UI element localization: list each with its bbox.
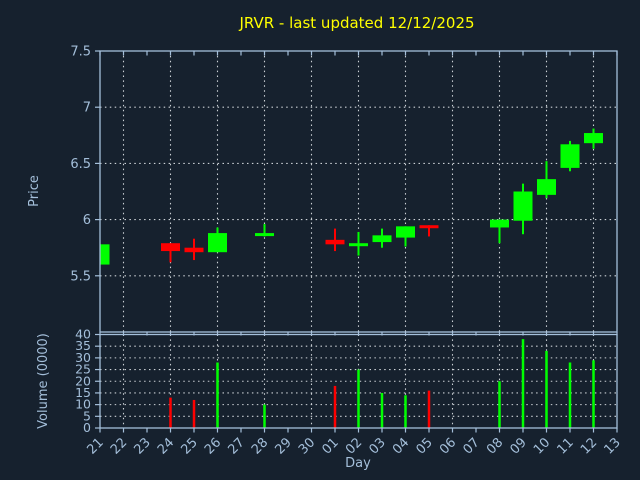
candle-body: [325, 239, 345, 245]
x-tick-label: 03: [367, 435, 389, 457]
volume-tick-label: 35: [75, 338, 91, 353]
volume-tick-label: 0: [83, 420, 91, 435]
x-tick-label: 06: [437, 435, 459, 457]
candle-body: [161, 243, 180, 252]
x-tick-label: 26: [202, 435, 224, 457]
candlestick-day-09: [513, 183, 533, 235]
candlestick-day-10: [537, 161, 556, 199]
candlestick-day-01: [325, 228, 345, 252]
x-tick-label: 22: [108, 435, 130, 457]
volume-tick-label: 10: [75, 397, 91, 412]
price-tick-label: 5.5: [70, 269, 91, 284]
volume-tick-label: 20: [75, 373, 91, 388]
x-tick-label: 02: [343, 435, 365, 457]
candlestick-day-25: [184, 238, 204, 261]
candle-body: [490, 219, 509, 228]
price-tick-label: 6.5: [70, 157, 91, 172]
x-tick-label: 12: [578, 435, 600, 457]
price-axis-label: Price: [27, 175, 42, 207]
x-tick-label: 25: [179, 435, 201, 457]
candlestick-day-24: [161, 243, 180, 263]
candle-body: [396, 226, 415, 238]
candle-body: [537, 179, 556, 195]
volume-tick-label: 15: [75, 385, 91, 400]
candle-body: [560, 144, 580, 168]
x-tick-label: 10: [531, 435, 553, 457]
volume-tick-label: 30: [75, 350, 91, 365]
x-tick-label: 01: [320, 435, 342, 457]
x-tick-label: 28: [249, 435, 271, 457]
x-tick-label: 08: [484, 435, 506, 457]
gridlines: [100, 51, 617, 428]
x-tick-label: 29: [273, 435, 295, 457]
candle-body: [372, 235, 392, 243]
x-tick-label: 05: [414, 435, 436, 457]
candle-body: [100, 244, 110, 265]
x-tick-label: 21: [85, 435, 107, 457]
x-tick-label: 04: [390, 435, 412, 457]
candle-body: [419, 225, 439, 229]
candle-body: [184, 247, 204, 253]
axis-ticks: [95, 50, 618, 433]
price-tick-label: 7.5: [70, 45, 91, 60]
candle-body: [513, 191, 533, 221]
candle-body: [208, 233, 227, 253]
candle-body: [255, 233, 274, 237]
volume-series: [169, 339, 595, 428]
candlestick-day-26: [208, 227, 227, 253]
candlestick-day-21: [100, 244, 110, 265]
volume-tick-label: 5: [83, 408, 91, 423]
chart-title: JRVR - last updated 12/12/2025: [238, 14, 474, 32]
x-tick-label: 24: [155, 435, 177, 457]
x-tick-label: 07: [461, 435, 483, 457]
x-axis-label: Day: [345, 456, 371, 471]
candlestick-day-08: [490, 219, 509, 244]
price-tick-label: 6: [83, 213, 91, 228]
volume-tick-label: 40: [75, 327, 91, 342]
candlestick-day-02: [349, 231, 368, 256]
candlestick-day-11: [560, 140, 580, 172]
volume-tick-label: 25: [75, 362, 91, 377]
candlestick-day-12: [584, 128, 603, 149]
candle-body: [584, 133, 603, 144]
volume-axis-label: Volume (0000): [36, 333, 51, 429]
candlestick-day-04: [396, 226, 415, 247]
candlestick-day-05: [419, 225, 439, 237]
x-tick-label: 23: [132, 435, 154, 457]
x-tick-label: 30: [296, 435, 318, 457]
candle-body: [349, 243, 368, 247]
candlestick-series: [100, 128, 603, 265]
x-tick-label: 11: [555, 435, 577, 457]
x-tick-label: 09: [508, 435, 530, 457]
x-tick-label: 27: [226, 435, 248, 457]
candlestick-day-28: [255, 224, 274, 237]
candlestick-day-03: [372, 228, 392, 248]
x-tick-label: 13: [602, 435, 624, 457]
price-tick-label: 7: [83, 101, 91, 116]
